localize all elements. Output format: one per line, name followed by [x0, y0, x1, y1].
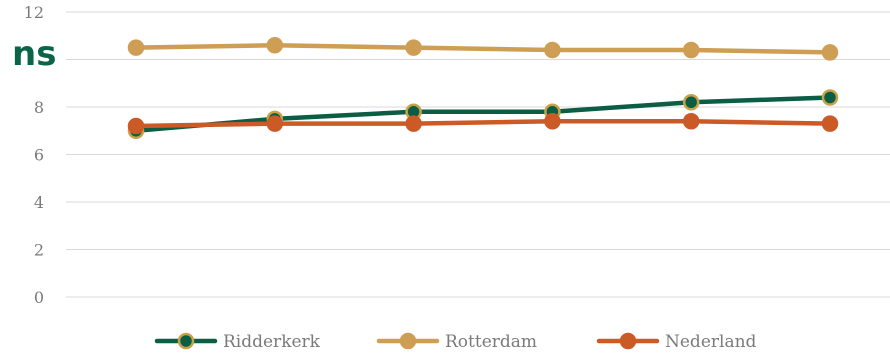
- data-point-ridderkerk-4: [682, 94, 700, 111]
- data-point-nederland-5: [821, 115, 839, 132]
- legend-swatch-marker: [399, 332, 417, 350]
- data-point-nederland-0: [127, 117, 145, 135]
- y-tick-label-4: 4: [34, 193, 44, 212]
- data-point-rotterdam-2: [405, 39, 422, 56]
- data-point-rotterdam-3: [544, 41, 561, 59]
- data-point-nederland-3: [544, 113, 561, 130]
- data-point-rotterdam-1: [266, 37, 284, 54]
- series-ridderkerk: [127, 89, 839, 139]
- legend-label: Rotterdam: [445, 332, 537, 352]
- data-point-rotterdam-4: [682, 41, 700, 59]
- legend-item-ridderkerk: Ridderkerk: [154, 332, 321, 352]
- series-nederland: [127, 113, 839, 135]
- data-point-nederland-4: [682, 113, 700, 130]
- data-point-nederland-1: [266, 115, 284, 132]
- gridlines: [66, 11, 890, 298]
- y-tick-label-8: 8: [34, 98, 44, 117]
- y-tick-label-2: 2: [34, 241, 44, 260]
- y-tick-label-12: 12: [24, 3, 44, 22]
- data-point-rotterdam-0: [127, 39, 145, 56]
- data-point-nederland-2: [405, 115, 422, 132]
- y-tick-label-6: 6: [34, 146, 44, 165]
- legend-item-nederland: Nederland: [596, 332, 757, 352]
- series-line-nederland: [133, 119, 833, 129]
- overlay-text-fragment: ns: [12, 34, 56, 74]
- y-tick-label-0: 0: [34, 288, 44, 307]
- series-lines: [127, 37, 839, 139]
- data-point-rotterdam-5: [821, 44, 839, 61]
- y-axis-tick-labels: 0 2 4 6 8 12: [24, 3, 44, 307]
- legend-swatch-marker: [177, 332, 195, 350]
- series-line-rotterdam: [133, 43, 833, 55]
- legend-item-rotterdam: Rotterdam: [376, 332, 537, 352]
- series-line-ridderkerk: [133, 95, 833, 133]
- data-point-ridderkerk-5: [821, 89, 839, 106]
- legend: Ridderkerk Rotterdam Nederland: [154, 332, 757, 352]
- legend-label: Ridderkerk: [223, 332, 321, 352]
- series-rotterdam: [127, 37, 839, 61]
- legend-swatch-marker: [619, 332, 637, 350]
- legend-label: Nederland: [665, 332, 757, 352]
